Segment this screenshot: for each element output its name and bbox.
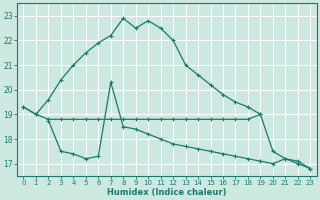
X-axis label: Humidex (Indice chaleur): Humidex (Indice chaleur)	[107, 188, 227, 197]
